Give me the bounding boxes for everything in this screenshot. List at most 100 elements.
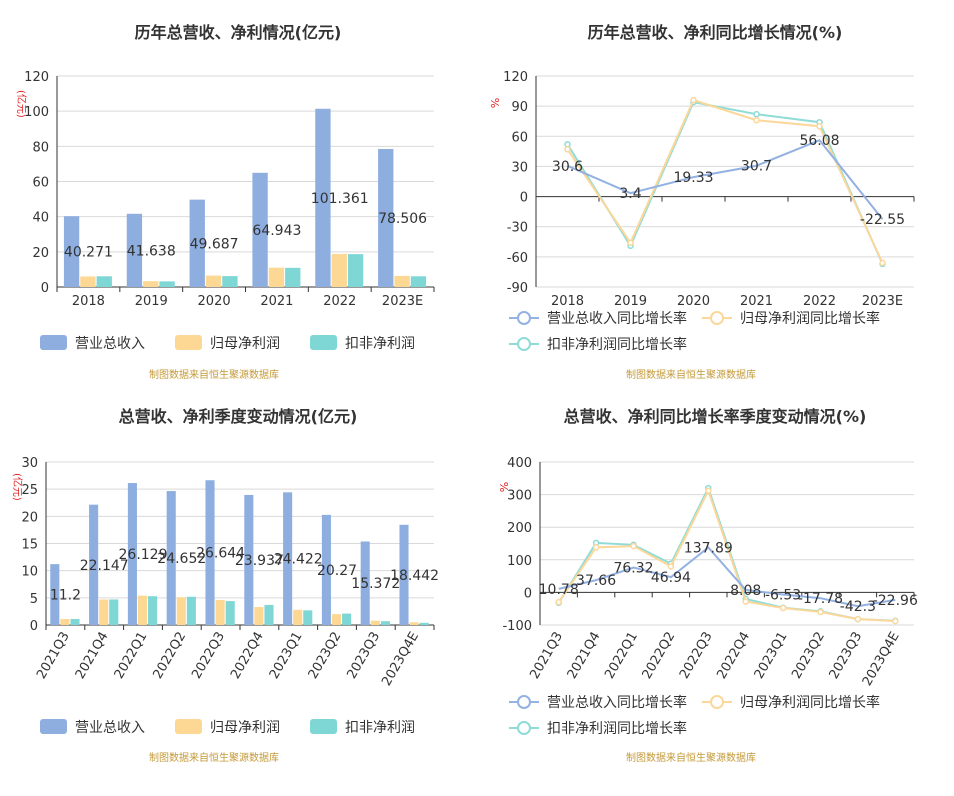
data-label: 46.94 bbox=[651, 570, 691, 586]
bar-revenue bbox=[126, 213, 143, 287]
x-tick-label: 2022Q4 bbox=[228, 630, 267, 682]
series-point bbox=[630, 542, 637, 550]
bar-parent-profit bbox=[80, 276, 96, 287]
data-label: 78.506 bbox=[378, 211, 427, 227]
annual-revenue-profit-chart: 历年总营收、净利情况(亿元) (亿元) 0 20 40 60 80 100 120 2018 201… bbox=[0, 0, 477, 396]
x-tick-label: 2022Q3 bbox=[677, 630, 716, 682]
y-tick-label: 30 bbox=[511, 160, 528, 175]
bar-parent-profit bbox=[99, 599, 109, 625]
series-point bbox=[592, 544, 600, 551]
bar-parent-profit bbox=[254, 607, 264, 625]
chart-title: 总营收、净利同比增长率季度变动情况(%) bbox=[564, 407, 867, 426]
x-tick-label: 2023Q1 bbox=[752, 630, 791, 682]
quarterly-growth-chart: 总营收、净利同比增长率季度变动情况(%)% -100 0 100 200 300 400 20… bbox=[477, 396, 954, 792]
series-point bbox=[816, 122, 823, 130]
bar-revenue bbox=[89, 504, 99, 625]
x-tick-label: 2022Q2 bbox=[640, 630, 679, 682]
bar-parent-profit bbox=[370, 620, 380, 625]
series-point bbox=[779, 604, 787, 612]
bar-deducted-profit bbox=[419, 622, 429, 625]
bar-deducted-profit bbox=[410, 276, 427, 287]
series-point bbox=[854, 615, 862, 623]
unit-label: % bbox=[498, 482, 511, 492]
y-tick-label: 0 bbox=[41, 281, 49, 296]
x-tick-label: 2020 bbox=[677, 294, 710, 309]
series-line-parent-profit bbox=[566, 98, 884, 264]
x-tick-label: 2022Q4 bbox=[714, 630, 753, 682]
x-tick-label: 2021Q3 bbox=[527, 630, 566, 682]
y-tick-label: 20 bbox=[32, 246, 49, 261]
chart-svg: 历年总营收、净利同比增长情况(%)% -90 -60 -30 0 30 60 90 120 201… bbox=[489, 23, 915, 381]
data-label: 30.6 bbox=[552, 159, 583, 175]
y-tick-label: 90 bbox=[511, 100, 528, 115]
y-tick-label: 300 bbox=[507, 489, 532, 504]
data-label: 18.442 bbox=[390, 568, 439, 584]
x-tick-label: 2023Q2 bbox=[306, 630, 345, 682]
legend-marker bbox=[517, 695, 531, 709]
legend-swatch bbox=[40, 719, 67, 734]
bar-deducted-profit bbox=[186, 596, 196, 625]
chart-title: 总营收、净利季度变动情况(亿元) bbox=[119, 407, 358, 426]
bar-deducted-profit bbox=[159, 281, 175, 287]
data-label: 15.372 bbox=[351, 576, 400, 592]
series-point bbox=[690, 96, 697, 104]
series-point bbox=[564, 146, 571, 153]
x-tick-label: 2019 bbox=[135, 294, 168, 309]
series-point bbox=[753, 110, 760, 118]
y-tick-label: 80 bbox=[32, 140, 49, 155]
annual-growth-chart: 历年总营收、净利同比增长情况(%)% -90 -60 -30 0 30 60 90 120 201… bbox=[477, 0, 954, 396]
unit-label: (亿元) bbox=[11, 473, 24, 501]
bar-revenue bbox=[360, 541, 370, 625]
bar-deducted-profit bbox=[303, 610, 313, 625]
legend-label: 扣非净利润 bbox=[345, 720, 415, 736]
data-label: -17.78 bbox=[798, 591, 843, 607]
source-note: 制图数据来自恒生聚源数据库 bbox=[149, 368, 279, 381]
series-point bbox=[892, 617, 899, 625]
chart-svg: 总营收、净利同比增长率季度变动情况(%)% -100 0 100 200 300 400 20… bbox=[498, 407, 918, 764]
legend-label: 扣非净利润同比增长率 bbox=[547, 336, 687, 353]
data-label: 19.33 bbox=[673, 170, 713, 186]
data-label: -22.55 bbox=[860, 212, 905, 228]
data-label: 26.644 bbox=[196, 546, 245, 562]
data-label: 11.2 bbox=[50, 588, 81, 604]
legend-label: 扣非净利润 bbox=[345, 336, 415, 352]
bar-revenue bbox=[166, 491, 176, 625]
bar-deducted-profit bbox=[285, 267, 301, 287]
y-tick-label: 0 bbox=[524, 586, 532, 601]
bar-deducted-profit bbox=[225, 601, 235, 625]
chart-title: 历年总营收、净利情况(亿元) bbox=[135, 23, 342, 42]
legend-label: 归母净利润同比增长率 bbox=[740, 694, 880, 711]
y-tick-label: 0 bbox=[520, 191, 528, 206]
data-label: 49.687 bbox=[190, 236, 239, 252]
bar-revenue bbox=[399, 524, 409, 625]
x-tick-label: 2023Q3 bbox=[827, 630, 866, 682]
y-tick-label: -30 bbox=[507, 221, 528, 236]
series-point bbox=[742, 598, 749, 605]
y-tick-label: 5 bbox=[30, 592, 38, 607]
legend-swatch bbox=[310, 335, 337, 350]
bar-parent-profit bbox=[331, 253, 347, 287]
bar-revenue bbox=[127, 483, 137, 625]
quarterly-revenue-profit-chart: 总营收、净利季度变动情况(亿元) (亿元) 0 5 10 15 20 25 30 2021Q3 20… bbox=[0, 396, 477, 792]
x-tick-label: 2021 bbox=[740, 294, 773, 309]
legend-marker bbox=[710, 695, 724, 709]
bar-parent-profit bbox=[293, 609, 303, 625]
bar-revenue bbox=[50, 564, 60, 625]
y-tick-label: -90 bbox=[507, 281, 528, 296]
legend-swatch bbox=[175, 719, 202, 734]
bar-deducted-profit bbox=[70, 619, 80, 625]
y-tick-label: 30 bbox=[21, 456, 38, 471]
y-tick-label: -60 bbox=[507, 251, 528, 266]
chart-svg: 历年总营收、净利情况(亿元) (亿元) 0 20 40 60 80 100 120 2018 201… bbox=[15, 23, 435, 381]
x-tick-label: 2018 bbox=[72, 294, 105, 309]
bar-revenue bbox=[244, 494, 254, 625]
bar-revenue bbox=[63, 216, 80, 287]
data-label: 24.652 bbox=[157, 551, 206, 567]
x-tick-label: 2023E bbox=[382, 294, 423, 309]
legend-marker bbox=[517, 721, 531, 735]
y-tick-label: 40 bbox=[32, 211, 49, 226]
series-point bbox=[817, 608, 824, 616]
x-tick-label: 2023Q4E bbox=[379, 630, 422, 689]
bar-revenue bbox=[205, 480, 215, 625]
series-point bbox=[564, 141, 571, 148]
